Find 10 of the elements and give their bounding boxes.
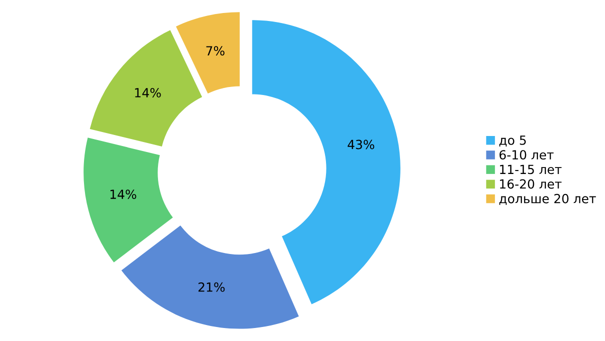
data-label: 14%	[135, 88, 161, 98]
legend-label: 11-15 лет	[500, 164, 562, 174]
data-label: 7%	[206, 46, 224, 56]
data-label: 43%	[348, 140, 374, 150]
data-label: 14%	[110, 190, 136, 200]
legend-label: 6-10 лет	[500, 150, 554, 160]
legend-label: 16-20 лет	[500, 179, 562, 189]
data-label: 21%	[198, 282, 225, 292]
legend-label: до 5	[499, 136, 526, 146]
legend-label: дольше 20 лет	[499, 194, 596, 205]
